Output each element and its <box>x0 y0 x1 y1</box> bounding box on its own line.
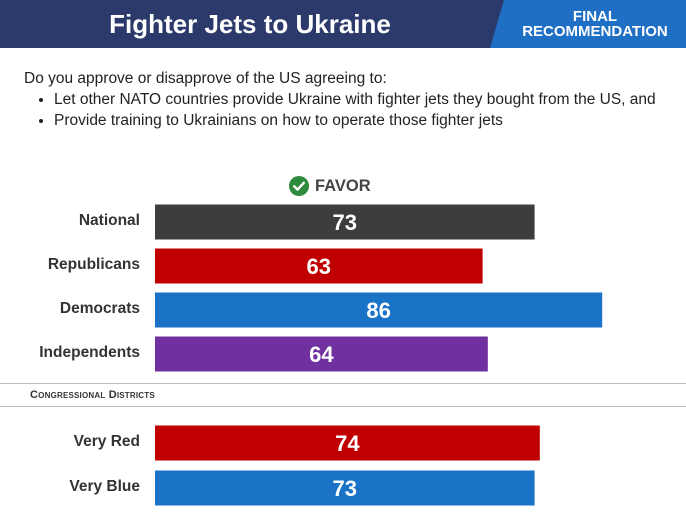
bar-value-label: 64 <box>309 342 334 367</box>
category-label: National <box>78 212 140 229</box>
favor-legend: FAVOR <box>289 175 371 197</box>
bar-value-label: 63 <box>307 254 331 279</box>
question-bullet: Let other NATO countries provide Ukraine… <box>54 89 674 110</box>
category-label: Democrats <box>59 300 140 317</box>
bar-value-label: 73 <box>333 476 357 501</box>
bar-value-label: 73 <box>333 210 357 235</box>
final-recommendation-badge: FINAL RECOMMENDATION <box>490 0 686 48</box>
section-divider <box>0 383 686 384</box>
category-label: Very Red <box>73 433 140 450</box>
badge-line2: RECOMMENDATION <box>522 23 668 40</box>
bar-value-label: 74 <box>335 431 360 456</box>
category-label: Very Blue <box>69 478 140 495</box>
bar <box>155 425 540 461</box>
bar <box>155 292 603 328</box>
check-circle-icon <box>289 176 309 196</box>
bar-value-label: 86 <box>366 298 390 323</box>
bar <box>155 336 488 372</box>
bar <box>155 248 483 284</box>
survey-question: Do you approve or disapprove of the US a… <box>24 68 674 131</box>
bar <box>155 470 535 506</box>
header-bar: Fighter Jets to Ukraine FINAL RECOMMENDA… <box>0 0 686 48</box>
badge-line1: FINAL <box>572 8 618 25</box>
bar <box>155 204 535 240</box>
question-intro: Do you approve or disapprove of the US a… <box>24 70 387 87</box>
question-bullet: Provide training to Ukrainians on how to… <box>54 110 674 131</box>
category-label: Republicans <box>47 256 140 273</box>
section-label-congressional-districts: Congressional Districts <box>30 389 155 401</box>
page-title: Fighter Jets to Ukraine <box>109 9 391 39</box>
favor-label: FAVOR <box>315 176 371 195</box>
section-divider <box>0 406 686 407</box>
question-bullets: Let other NATO countries provide Ukraine… <box>24 89 674 131</box>
category-label: Independents <box>39 344 140 361</box>
